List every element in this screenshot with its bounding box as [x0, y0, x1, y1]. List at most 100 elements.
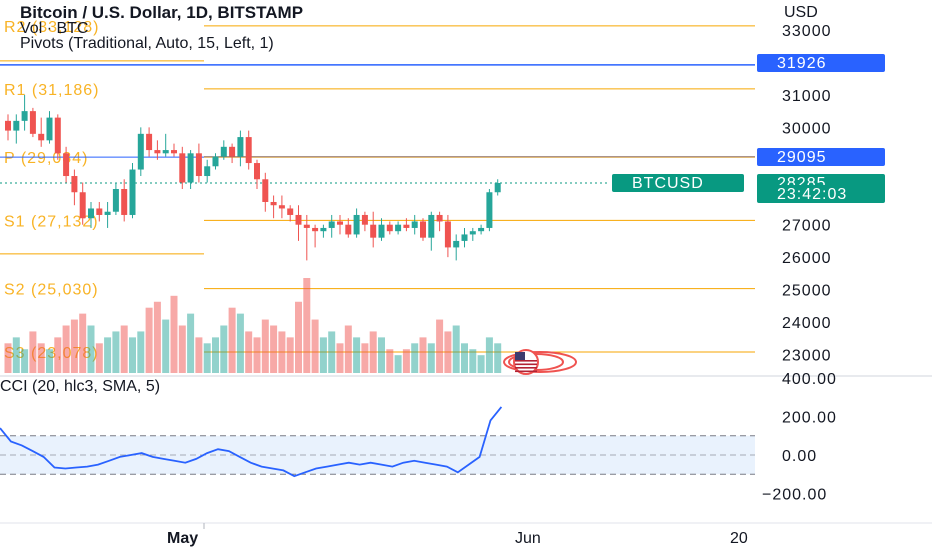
volume-bar [112, 331, 120, 373]
pivot-label: P (29,084) [4, 150, 88, 167]
candle-body [63, 153, 70, 177]
candle-body [378, 224, 385, 238]
candle-body [96, 208, 103, 215]
candle-body [220, 146, 227, 157]
candle-body [270, 201, 277, 206]
volume-bar [195, 337, 203, 373]
volume-bar [411, 343, 419, 373]
price-tick-label: 27000 [782, 218, 832, 235]
volume-bar [87, 325, 95, 373]
volume-bar [104, 337, 112, 373]
candle-body [121, 189, 128, 215]
candle-body [195, 153, 202, 177]
pivot-price-tag-bg [757, 148, 885, 166]
candle-body [461, 234, 468, 241]
volume-bar [485, 337, 493, 373]
volume-bar [461, 343, 468, 373]
pivot-price-tag-text: 29095 [777, 149, 827, 166]
volume-bar [394, 355, 402, 373]
symbol-tag-bg [612, 174, 744, 192]
candle-body [295, 214, 302, 225]
volume-bar [386, 349, 394, 373]
candle-body [403, 224, 410, 228]
blue-line-price-tag-text: 31926 [777, 55, 827, 72]
candle-body [420, 221, 426, 238]
candle-body [112, 189, 119, 212]
candle-body [137, 133, 144, 170]
us-flag-icon [503, 349, 577, 375]
price-tick-label: 25000 [782, 283, 832, 300]
candle-body [278, 205, 285, 209]
volume-bar [187, 313, 195, 373]
candle-body [162, 150, 169, 154]
volume-legend[interactable]: Vol · BTC [20, 20, 89, 37]
cci-tick-label: 200.00 [782, 410, 837, 427]
flag-stripe [515, 363, 537, 366]
volume-bar [452, 325, 460, 373]
candle-body [154, 150, 161, 154]
currency-label[interactable]: USD [784, 4, 818, 21]
event-ring-outer [503, 351, 577, 373]
volume-bar [270, 325, 278, 373]
pivots-legend[interactable]: Pivots (Traditional, Auto, 15, Left, 1) [20, 35, 274, 52]
volume-bar [228, 307, 236, 373]
volume-bar [12, 337, 20, 373]
symbol-tag: BTCUSD [612, 174, 744, 192]
candle-body [71, 176, 78, 193]
price-tick-label: 31000 [782, 88, 832, 105]
volume-bar [170, 295, 178, 373]
volume-bar [278, 331, 286, 373]
volume-bar [21, 349, 29, 373]
volume-bar [494, 343, 502, 373]
volume-bar [336, 343, 344, 373]
candle-body [204, 166, 211, 177]
volume-bar [236, 313, 244, 373]
candle-body [436, 214, 443, 222]
volume-bar [120, 325, 128, 373]
candle-body [229, 146, 236, 157]
countdown-tag-text: 23:42:03 [777, 186, 847, 203]
volume-bar [419, 337, 427, 373]
candle-body [411, 221, 418, 228]
volume-bar [286, 337, 294, 373]
volume-bar [344, 325, 352, 373]
volume-bar [46, 349, 53, 373]
pivot-price-tag: 29095 [757, 148, 885, 166]
volume-bar [245, 331, 253, 373]
volume-bar [70, 319, 78, 373]
pivot-label: R2 (33,128) [4, 19, 100, 36]
cci-tick-label: 400.00 [782, 371, 837, 388]
cci-legend[interactable]: CCI (20, hlc3, SMA, 5) [0, 378, 161, 395]
volume-bar [145, 307, 153, 373]
candle-body [303, 224, 310, 228]
volume-bar [220, 325, 228, 373]
volume-bar [37, 343, 45, 373]
candle-body [370, 224, 377, 238]
volume-bar [162, 319, 170, 373]
countdown-tag: 23:42:03 [757, 185, 885, 203]
cci-tick-label: 0.00 [782, 448, 817, 465]
volume-bar [477, 355, 485, 373]
volume-bar [402, 349, 410, 373]
candle-body [104, 211, 111, 215]
volume-bar [353, 337, 361, 373]
flag-stripe [515, 367, 537, 369]
volume-bar [54, 337, 62, 373]
volume-bar [253, 337, 261, 373]
flag-stripe [515, 370, 537, 373]
candle-body [320, 227, 327, 232]
symbol-title[interactable]: Bitcoin / U.S. Dollar, 1D, BITSTAMP [20, 3, 304, 22]
candle-body [361, 214, 368, 225]
flag-canton [515, 352, 525, 360]
candle-body [212, 156, 219, 167]
volume-bar [29, 331, 37, 373]
candle-body [395, 224, 402, 232]
candle-body [171, 150, 177, 154]
volume-bar [369, 331, 377, 373]
volume-bar [203, 343, 211, 373]
candle-body [46, 117, 53, 141]
candle-body [245, 137, 252, 164]
volume-bar [79, 313, 87, 373]
